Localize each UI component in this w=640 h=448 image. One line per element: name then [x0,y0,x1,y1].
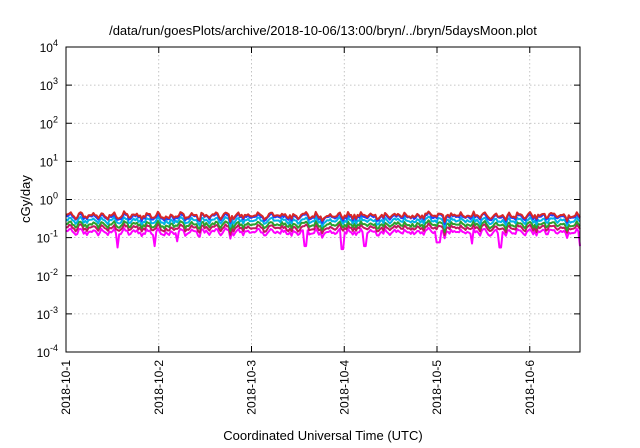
y-tick-label: 10-4 [37,343,58,360]
tick-labels: 10-4 10-3 10-2 10-1 100 101 102 103 104 2018-10-1… [37,38,537,415]
x-tick-label: 2018-10-4 [337,360,351,415]
series-line-3 [65,219,581,233]
x-axis-label: Coordinated Universal Time (UTC) [223,428,422,443]
y-axis-label: cGy/day [18,175,33,223]
y-tick-label: 100 [40,191,58,208]
series-line-0 [65,210,581,223]
series-group [65,210,581,251]
ticks [65,46,580,353]
x-tick-label: 2018-10-2 [152,360,166,415]
y-tick-label: 103 [40,76,58,93]
series-line-2 [65,215,581,229]
y-tick-label: 10-2 [37,267,58,284]
y-tick-label: 104 [40,38,58,55]
y-tick-label: 101 [40,152,58,169]
x-tick-label: 2018-10-1 [59,360,73,415]
x-tick-label: 2018-10-6 [523,360,537,415]
chart-title: /data/run/goesPlots/archive/2018-10-06/1… [109,23,537,38]
y-tick-label: 10-1 [37,229,58,246]
x-tick-label: 2018-10-5 [430,360,444,415]
x-tick-label: 2018-10-3 [245,360,259,415]
series-line-5 [65,226,581,251]
y-tick-label: 10-3 [37,305,58,322]
y-tick-label: 102 [40,114,58,131]
series-line-4 [65,222,581,237]
